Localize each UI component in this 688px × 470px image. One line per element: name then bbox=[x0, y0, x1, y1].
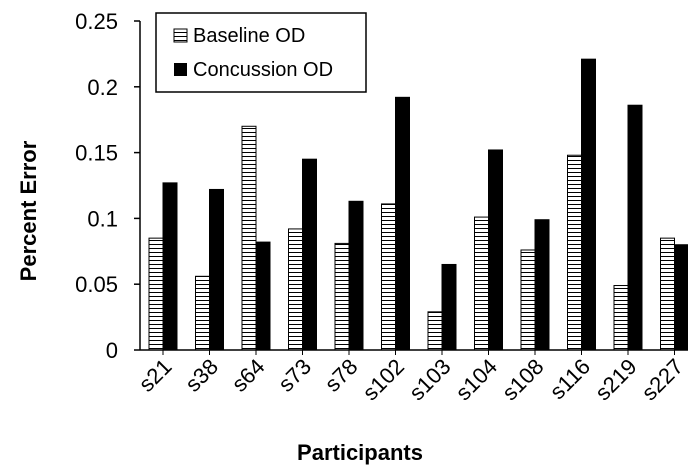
x-axis-title: Participants bbox=[297, 440, 423, 465]
legend-box bbox=[155, 12, 367, 93]
x-tick-label-s21: s21 bbox=[134, 354, 177, 397]
bar-concussion-od-s108 bbox=[534, 219, 550, 351]
bar-concussion-od-s78 bbox=[348, 200, 364, 351]
bar-baseline-od-s104 bbox=[474, 216, 489, 351]
y-tick-label: 0.05 bbox=[75, 272, 118, 297]
x-tick-label-s64: s64 bbox=[227, 354, 270, 397]
legend-swatch-concussion bbox=[174, 63, 187, 76]
bar-concussion-od-s64 bbox=[255, 241, 271, 351]
bar-baseline-od-s219 bbox=[613, 285, 629, 351]
x-tick-label-s38: s38 bbox=[180, 354, 223, 397]
bar-baseline-od-s102 bbox=[381, 203, 396, 351]
y-tick-label: 0.2 bbox=[87, 75, 118, 100]
y-tick-label: 0.15 bbox=[75, 141, 118, 166]
x-tick-label-s104: s104 bbox=[451, 354, 502, 405]
bar-baseline-od-s64 bbox=[241, 125, 257, 351]
x-tick-label-s227: s227 bbox=[637, 354, 688, 405]
bar-concussion-od-s102 bbox=[395, 96, 410, 351]
bar-baseline-od-s73 bbox=[288, 228, 303, 351]
x-tick-label-s116: s116 bbox=[545, 354, 595, 404]
bar-baseline-od-s21 bbox=[148, 237, 164, 351]
bar-baseline-od-s103 bbox=[427, 311, 443, 351]
legend-label-baseline: Baseline OD bbox=[193, 25, 305, 47]
bar-concussion-od-s116 bbox=[581, 58, 596, 351]
legend-label-concussion: Concussion OD bbox=[193, 59, 333, 81]
bar-concussion-od-s104 bbox=[488, 149, 503, 351]
bar-concussion-od-s227 bbox=[674, 244, 688, 351]
y-tick-label: 0.1 bbox=[87, 206, 118, 231]
bar-concussion-od-s21 bbox=[162, 182, 178, 351]
bar-baseline-od-s108 bbox=[520, 249, 536, 351]
bar-concussion-od-s73 bbox=[302, 158, 317, 351]
bar-concussion-od-s38 bbox=[209, 188, 224, 351]
y-axis-title: Percent Error bbox=[16, 140, 41, 281]
x-tick-label-s102: s102 bbox=[358, 354, 409, 405]
legend-swatch-baseline bbox=[173, 28, 188, 43]
x-tick-label-s219: s219 bbox=[590, 354, 641, 405]
y-tick-label: 0.25 bbox=[75, 9, 118, 34]
bar-baseline-od-s116 bbox=[567, 154, 582, 351]
x-tick-label-s108: s108 bbox=[497, 354, 548, 405]
bar-baseline-od-s78 bbox=[334, 242, 350, 351]
legend: Baseline OD Concussion OD bbox=[155, 12, 367, 93]
bar-concussion-od-s103 bbox=[441, 263, 457, 351]
bar-baseline-od-s38 bbox=[195, 275, 210, 351]
y-tick-label: 0 bbox=[106, 338, 118, 363]
x-tick-label-s73: s73 bbox=[273, 354, 316, 397]
x-tick-label-s78: s78 bbox=[320, 354, 363, 397]
bar-baseline-od-s227 bbox=[660, 237, 675, 351]
bar-concussion-od-s219 bbox=[627, 104, 643, 351]
x-tick-label-s103: s103 bbox=[404, 354, 455, 405]
